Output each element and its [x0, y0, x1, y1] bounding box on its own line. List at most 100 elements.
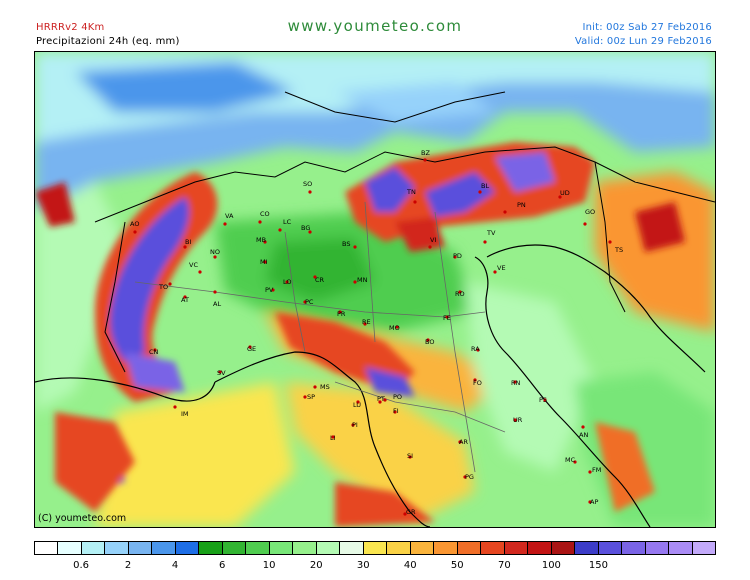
legend-tick-label: 50	[450, 560, 464, 571]
city-label: LC	[283, 218, 292, 226]
city-label: BG	[301, 224, 310, 232]
city-label: BZ	[421, 149, 430, 157]
city-label: TV	[486, 229, 496, 237]
legend-swatch	[387, 542, 411, 554]
city-label: BO	[425, 338, 434, 346]
model-label: HRRRv2 4Km	[36, 22, 105, 33]
legend-swatch	[669, 542, 693, 554]
legend-tick-label: 40	[403, 560, 417, 571]
legend-swatch	[269, 542, 294, 554]
city-label: CO	[260, 210, 270, 218]
city-label: MI	[260, 258, 268, 266]
city-label: AL	[213, 300, 221, 308]
legend-swatch	[457, 542, 482, 554]
city-label: SV	[217, 369, 226, 377]
city-label: MO	[389, 324, 400, 332]
city-label: VE	[497, 264, 506, 272]
city-label: IM	[181, 410, 189, 418]
city-label: CN	[149, 348, 159, 356]
init-time: Init: 00z Sab 27 Feb2016	[582, 22, 712, 33]
city-label: BI	[185, 238, 191, 246]
legend-swatch	[128, 542, 153, 554]
legend-tick-label: 0.6	[73, 560, 89, 571]
city-label: PC	[305, 298, 314, 306]
city-markers	[133, 158, 612, 516]
legend-tick-label: 100	[541, 560, 561, 571]
city-label: AT	[181, 296, 189, 304]
city-labels: BZ SO TN BL UD PN GO TS AO VA CO LC BG B…	[130, 149, 623, 516]
legend-swatch	[175, 542, 200, 554]
city-label: PV	[265, 286, 274, 294]
city-label: PS	[539, 396, 547, 404]
city-label: TN	[406, 188, 416, 196]
city-label: AP	[590, 498, 598, 506]
legend-swatch	[528, 542, 552, 554]
city-label: LI	[330, 434, 336, 442]
city-label: PI	[352, 421, 358, 429]
legend-tick-label: 70	[497, 560, 511, 571]
legend-swatch	[410, 542, 435, 554]
city-label: BL	[481, 182, 489, 190]
legend-swatch	[35, 542, 59, 554]
product-label: Precipitazioni 24h (eq. mm)	[36, 36, 180, 47]
city-label: RA	[471, 345, 480, 353]
valid-time: Valid: 00z Lun 29 Feb2016	[574, 36, 712, 47]
legend-swatch	[340, 542, 364, 554]
city-label: PR	[337, 310, 346, 318]
legend-swatch	[692, 542, 716, 554]
city-label: AN	[579, 431, 588, 439]
city-label: VA	[225, 212, 234, 220]
city-label: PG	[465, 473, 474, 481]
legend-swatch	[58, 542, 82, 554]
legend-swatch	[199, 542, 223, 554]
legend-tick-label: 6	[218, 560, 226, 571]
legend-swatch	[598, 542, 623, 554]
city-label: SP	[307, 393, 315, 401]
city-label: MB	[256, 236, 266, 244]
city-label: MN	[357, 276, 368, 284]
city-label: PN	[517, 201, 526, 209]
city-label: BS	[342, 240, 350, 248]
precipitation-field: BZ SO TN BL UD PN GO TS AO VA CO LC BG B…	[35, 52, 715, 527]
legend-tick-label: 20	[309, 560, 323, 571]
legend-swatch	[222, 542, 247, 554]
legend-tick-label: 2	[124, 560, 132, 571]
city-label: FI	[393, 407, 399, 415]
city-label: TS	[614, 246, 623, 254]
legend-tick-label: 10	[262, 560, 276, 571]
city-label: UD	[560, 189, 570, 197]
city-label: AR	[459, 438, 468, 446]
copyright-label: (C) youmeteo.com	[38, 513, 127, 524]
city-label: UR	[513, 416, 523, 424]
city-label: SI	[407, 452, 413, 460]
city-label: LO	[283, 278, 292, 286]
legend-swatch	[246, 542, 270, 554]
city-label: GR	[406, 508, 416, 516]
legend-swatch	[81, 542, 106, 554]
legend-swatch	[293, 542, 317, 554]
city-label: PD	[453, 252, 462, 260]
city-label: MS	[320, 383, 330, 391]
city-label: SO	[303, 180, 312, 188]
legend-tick-label: 150	[588, 560, 608, 571]
legend-swatch	[316, 542, 341, 554]
city-label: RO	[455, 290, 465, 298]
city-label: PO	[393, 393, 402, 401]
city-label: LU	[353, 401, 361, 409]
coastlines	[35, 244, 706, 527]
legend-swatch	[363, 542, 388, 554]
legend-tick-label: 4	[171, 560, 179, 571]
city-label: TO	[158, 283, 168, 291]
city-label: GE	[247, 345, 256, 353]
precipitation-map: BZ SO TN BL UD PN GO TS AO VA CO LC BG B…	[34, 51, 716, 528]
city-label: VC	[189, 261, 198, 269]
color-legend	[34, 541, 716, 555]
legend-tick-label: 30	[356, 560, 370, 571]
legend-swatch	[504, 542, 529, 554]
city-label: VI	[430, 236, 436, 244]
city-label: MC	[565, 456, 576, 464]
city-label: FM	[592, 466, 601, 474]
legend-swatch	[481, 542, 505, 554]
city-label: CR	[315, 276, 325, 284]
site-url[interactable]: www.youmeteo.com	[287, 17, 463, 35]
